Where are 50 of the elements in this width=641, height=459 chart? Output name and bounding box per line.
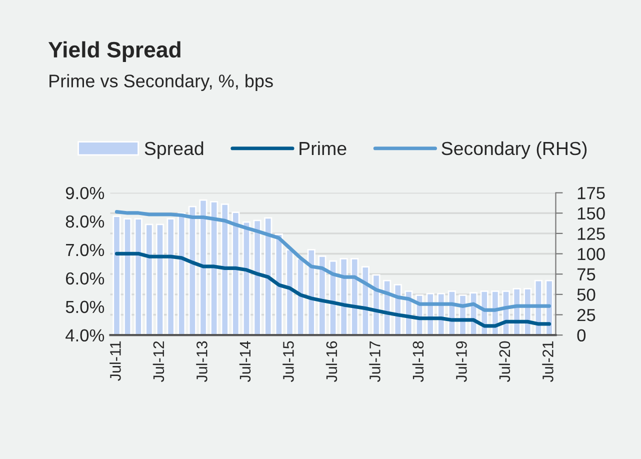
x-tick-label: Jul-14 [239,341,251,382]
bar [210,201,218,336]
x-tick-label: Jul-21 [542,341,554,382]
bar [156,224,164,336]
bar [242,221,251,336]
x-tick-label: Jul-11 [110,341,121,381]
y-tick-label: 7.0% [66,244,104,256]
bar [145,224,154,336]
bar [296,258,305,336]
bar [112,216,121,336]
bar [199,199,208,336]
bar [253,220,262,336]
y2-tick-label: 50 [577,288,596,301]
bar [166,218,175,336]
bar [178,212,186,336]
y-tick-label: 5.0% [66,300,104,314]
y2-tick-label: 150 [578,207,605,220]
x-tick-label: Jul-17 [369,341,380,382]
x-tick-label: Jul-18 [412,341,424,382]
x-tick-label: Jul-16 [326,341,338,382]
legend-label: Spread [144,141,204,159]
x-tick-label: Jul-20 [498,341,510,382]
y-tick-label: 4.0% [66,329,104,342]
bar [220,203,229,336]
x-tick-label: Jul-12 [152,341,164,382]
x-tick-label: Jul-19 [456,341,467,382]
bar [286,249,294,336]
bar [134,218,142,336]
y2-tick-label: 0 [577,329,586,342]
y2-tick-label: 25 [577,308,596,322]
x-tick-label: Jul-13 [196,341,208,382]
bar [264,217,272,336]
chart-subtitle: Prime vs Secondary, %, bps [50,74,273,91]
legend-label: Secondary (RHS) [442,141,587,159]
bar [232,212,240,336]
y2-tick-label: 75 [577,268,596,281]
y-tick-label: 6.0% [66,272,104,285]
y-tick-label: 8.0% [66,215,104,228]
y2-tick-label: 100 [578,248,605,260]
y2-tick-label: 175 [578,187,605,200]
bar [188,206,196,336]
line-series [114,252,552,328]
bar [124,218,132,336]
y2-tick-label: 125 [578,228,605,240]
legend-label: Prime [300,141,346,156]
line-series [114,210,552,312]
bar [274,234,283,336]
chart-title: Yield Spread [48,41,180,62]
y-tick-label: 9.0% [66,186,104,200]
x-tick-label: Jul-15 [282,341,294,382]
